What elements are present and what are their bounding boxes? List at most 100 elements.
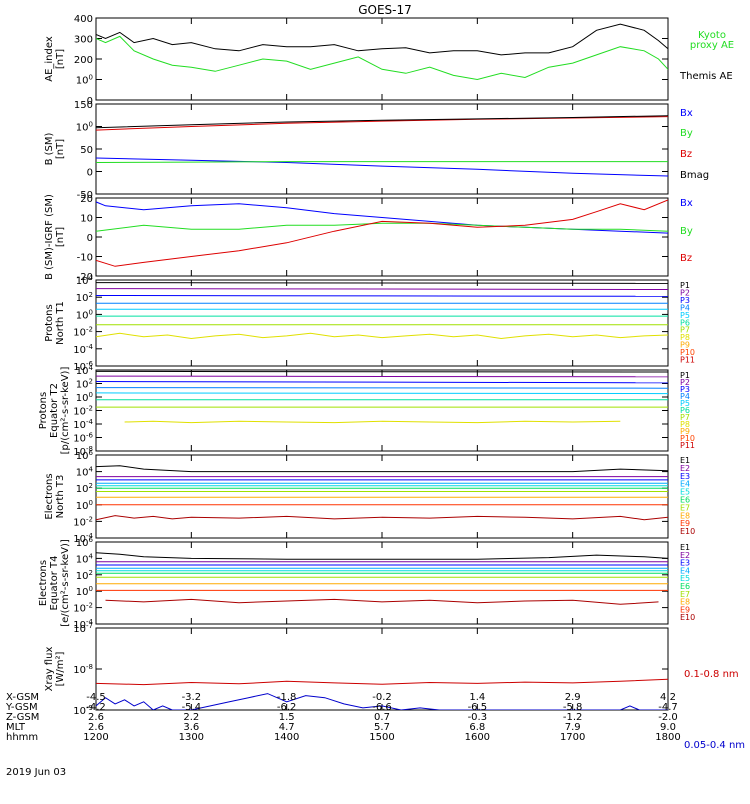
y-tick-label: 10-2	[73, 326, 93, 339]
y-tick-label: 50	[80, 145, 93, 156]
ephemeris-value: -5.4	[182, 702, 202, 713]
series-line-p1	[96, 282, 668, 284]
series-group	[96, 23, 668, 81]
ephemeris-value: 7.9	[565, 722, 581, 733]
y-tick-label: 200	[74, 55, 93, 66]
legend-entry: P1	[680, 371, 690, 380]
series-group	[96, 552, 668, 605]
legend-entry: E9	[680, 605, 690, 614]
legend-entry: 0.05-0.4 nm	[684, 740, 745, 751]
y-tick-label: -10	[77, 253, 93, 264]
legend-entry: E10	[680, 613, 695, 622]
series-line-p3	[96, 381, 668, 384]
panel-frame	[95, 279, 669, 367]
y-tick-label: 300	[74, 35, 93, 46]
legend-entry: E3	[680, 559, 690, 568]
ephemeris-value: -6.6	[372, 702, 392, 713]
ephemeris-row-label: Z-GSM	[6, 712, 39, 723]
y-axis-label: AE_index	[44, 36, 55, 82]
series-line-e1	[96, 552, 668, 560]
legend-entry: E10	[680, 527, 695, 536]
y-tick-label: 104	[76, 364, 94, 377]
series-line-e10	[96, 515, 668, 521]
ephemeris-row-label: hhmm	[6, 732, 38, 743]
y-axis-label: Electrons	[44, 473, 55, 519]
ephemeris-value: 2.9	[565, 692, 581, 703]
y-tick-label: 10-8	[73, 663, 93, 676]
ephemeris-table: X-GSMY-GSMZ-GSMMLThhmm-4.5-4.22.62.61200…	[5, 692, 681, 743]
ephemeris-value: 1800	[655, 732, 680, 743]
y-axis-label: [nT]	[55, 49, 66, 69]
legend-entry: P4	[680, 392, 690, 401]
ephemeris-value: 2.6	[88, 722, 104, 733]
y-tick-label: 100	[76, 308, 93, 321]
ephemeris-value: 1.4	[469, 692, 485, 703]
ephemeris-value: -2.0	[658, 712, 678, 723]
y-axis-label: Protons	[38, 392, 49, 429]
series-group	[96, 199, 668, 267]
legend-entry: Bz	[680, 149, 692, 160]
date-label: 2019 Jun 03	[6, 767, 66, 778]
ephemeris-value: -3.2	[182, 692, 202, 703]
y-tick-label: 100	[76, 499, 93, 512]
y-tick-label: 10	[80, 214, 93, 225]
y-tick-label: 100	[76, 74, 93, 87]
legend-entry: By	[680, 226, 693, 237]
ephemeris-row-label: MLT	[6, 722, 26, 733]
ephemeris-value: -4.5	[86, 692, 106, 703]
ephemeris-value: -5.8	[563, 702, 583, 713]
y-tick-label: -20	[77, 272, 93, 283]
panel-frame	[95, 541, 669, 625]
legend-entry: P8	[680, 420, 690, 429]
legend-entry: E7	[680, 503, 690, 512]
y-tick-label: 100	[76, 585, 93, 598]
ephemeris-value: -6.5	[468, 702, 488, 713]
panel-frame	[95, 454, 669, 539]
y-tick-label: 10-4	[73, 418, 93, 431]
y-tick-label: 102	[76, 482, 93, 495]
series-line-bz	[96, 199, 668, 267]
legend-entry: P6	[680, 406, 690, 415]
y-tick-label: 10-6	[73, 432, 93, 445]
ephemeris-value: 9.0	[660, 722, 676, 733]
y-tick-label: 104	[76, 274, 94, 287]
ephemeris-value: 0.7	[374, 712, 390, 723]
series-group	[96, 465, 668, 521]
ephemeris-value: 6.8	[469, 722, 485, 733]
ephemeris-value: 1500	[369, 732, 394, 743]
legend-entry: E9	[680, 519, 690, 528]
y-axis-label: [nT]	[55, 227, 66, 247]
legend-entry: E4	[680, 566, 690, 575]
ephemeris-value: 2.2	[183, 712, 199, 723]
legend-entry: E8	[680, 598, 690, 607]
y-tick-label: 102	[76, 569, 93, 582]
series-line-by	[96, 222, 668, 232]
ephemeris-value: 4.2	[660, 692, 676, 703]
legend-entry: P1	[680, 281, 690, 290]
legend-entry: proxy AE	[690, 40, 734, 51]
series-group	[96, 370, 668, 424]
series-line-p8	[124, 420, 621, 424]
series-line-p5	[96, 392, 668, 395]
legend-entry: P5	[680, 399, 690, 408]
y-tick-label: 10-2	[73, 405, 93, 418]
series-line-themis-ae	[96, 23, 668, 56]
y-tick-label: 10-7	[73, 622, 93, 635]
legend-entry: P10	[680, 348, 695, 357]
series-line-p1	[96, 370, 668, 373]
legend-entry: E7	[680, 590, 690, 599]
y-axis-label: North T3	[55, 475, 66, 519]
series-line-0-05-0-4-nm	[96, 693, 668, 710]
series-group	[96, 282, 668, 340]
legend-entry: P9	[680, 341, 690, 350]
ephemeris-row-label: X-GSM	[6, 692, 39, 703]
y-tick-label: 100	[76, 121, 93, 134]
legend-entry: Bx	[680, 108, 693, 119]
ephemeris-value: 3.6	[183, 722, 199, 733]
legend-entry: E5	[680, 488, 690, 497]
